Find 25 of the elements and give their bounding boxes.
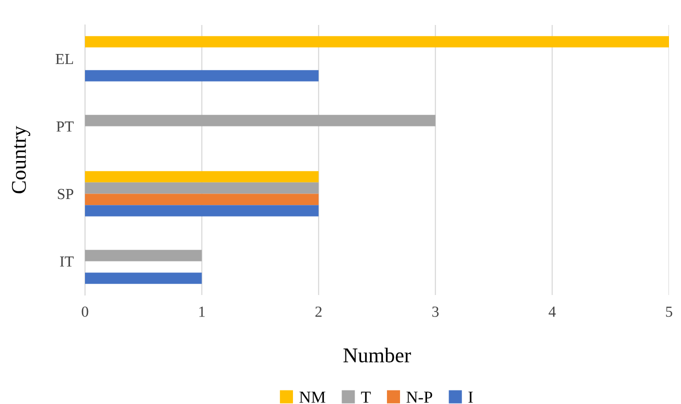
- y-tick-label: EL: [56, 54, 73, 64]
- x-tick-label: 2: [315, 306, 322, 317]
- bar: [85, 36, 669, 48]
- x-tick-label: 0: [82, 306, 88, 317]
- y-tick-label: SP: [58, 188, 74, 200]
- bar: [85, 250, 202, 262]
- bar: [85, 70, 319, 82]
- bar: [85, 171, 319, 182]
- bar: [85, 205, 319, 216]
- legend-label: N-P: [406, 392, 432, 403]
- x-tick-label: 5: [666, 306, 672, 317]
- legend-label: I: [468, 392, 473, 403]
- legend-label: NM: [299, 392, 326, 403]
- bar: [85, 114, 436, 126]
- bar: [85, 272, 202, 284]
- y-tick-label: PT: [56, 122, 74, 132]
- bar: [85, 182, 319, 194]
- bar: [85, 194, 319, 206]
- y-axis-title: Country: [12, 126, 30, 194]
- x-axis-title: Number: [343, 348, 411, 362]
- y-tick-label: IT: [60, 256, 74, 267]
- x-tick-label: 1: [199, 306, 205, 317]
- x-tick-label: 3: [432, 306, 439, 317]
- x-tick-label: 4: [548, 306, 556, 317]
- legend-label: T: [361, 392, 371, 403]
